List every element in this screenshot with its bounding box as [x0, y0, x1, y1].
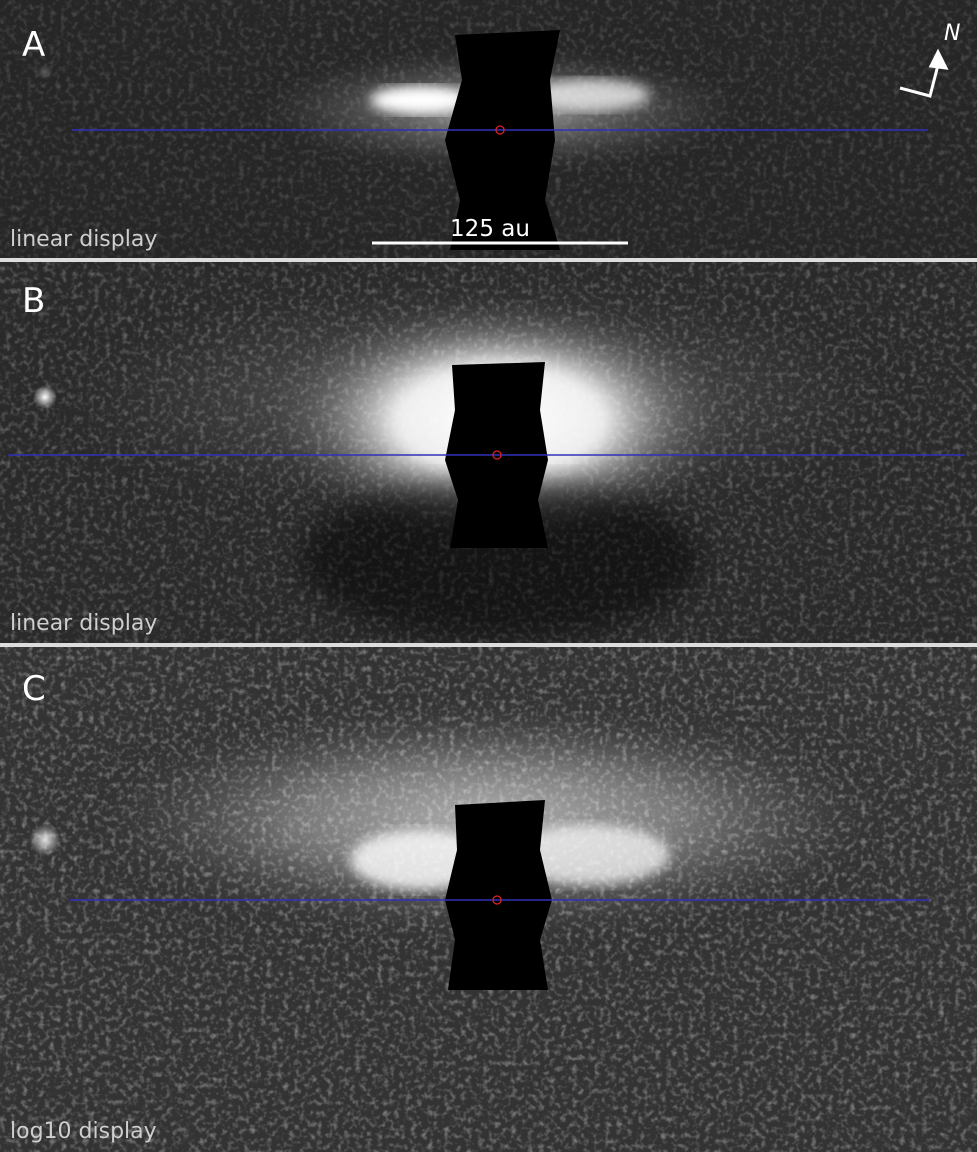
panel-a: 125 au A linear display N	[0, 0, 977, 258]
separator	[0, 258, 977, 262]
panel-caption: linear display	[10, 227, 157, 252]
star	[33, 385, 57, 409]
coronagraph-mask	[445, 800, 552, 990]
panel-label: C	[22, 669, 46, 709]
star	[37, 64, 53, 80]
figure: 125 au A linear display N B linear displ…	[0, 0, 977, 1152]
panel-b: B linear display	[0, 262, 977, 643]
compass-label: N	[944, 21, 960, 46]
separator	[0, 643, 977, 647]
panel-label: B	[22, 281, 45, 321]
panel-c: C log10 display	[0, 647, 977, 1152]
star	[29, 824, 61, 856]
panel-caption: linear display	[10, 611, 157, 636]
scale-bar-label: 125 au	[450, 216, 530, 242]
panel-caption: log10 display	[10, 1119, 157, 1144]
panel-label: A	[22, 25, 45, 65]
